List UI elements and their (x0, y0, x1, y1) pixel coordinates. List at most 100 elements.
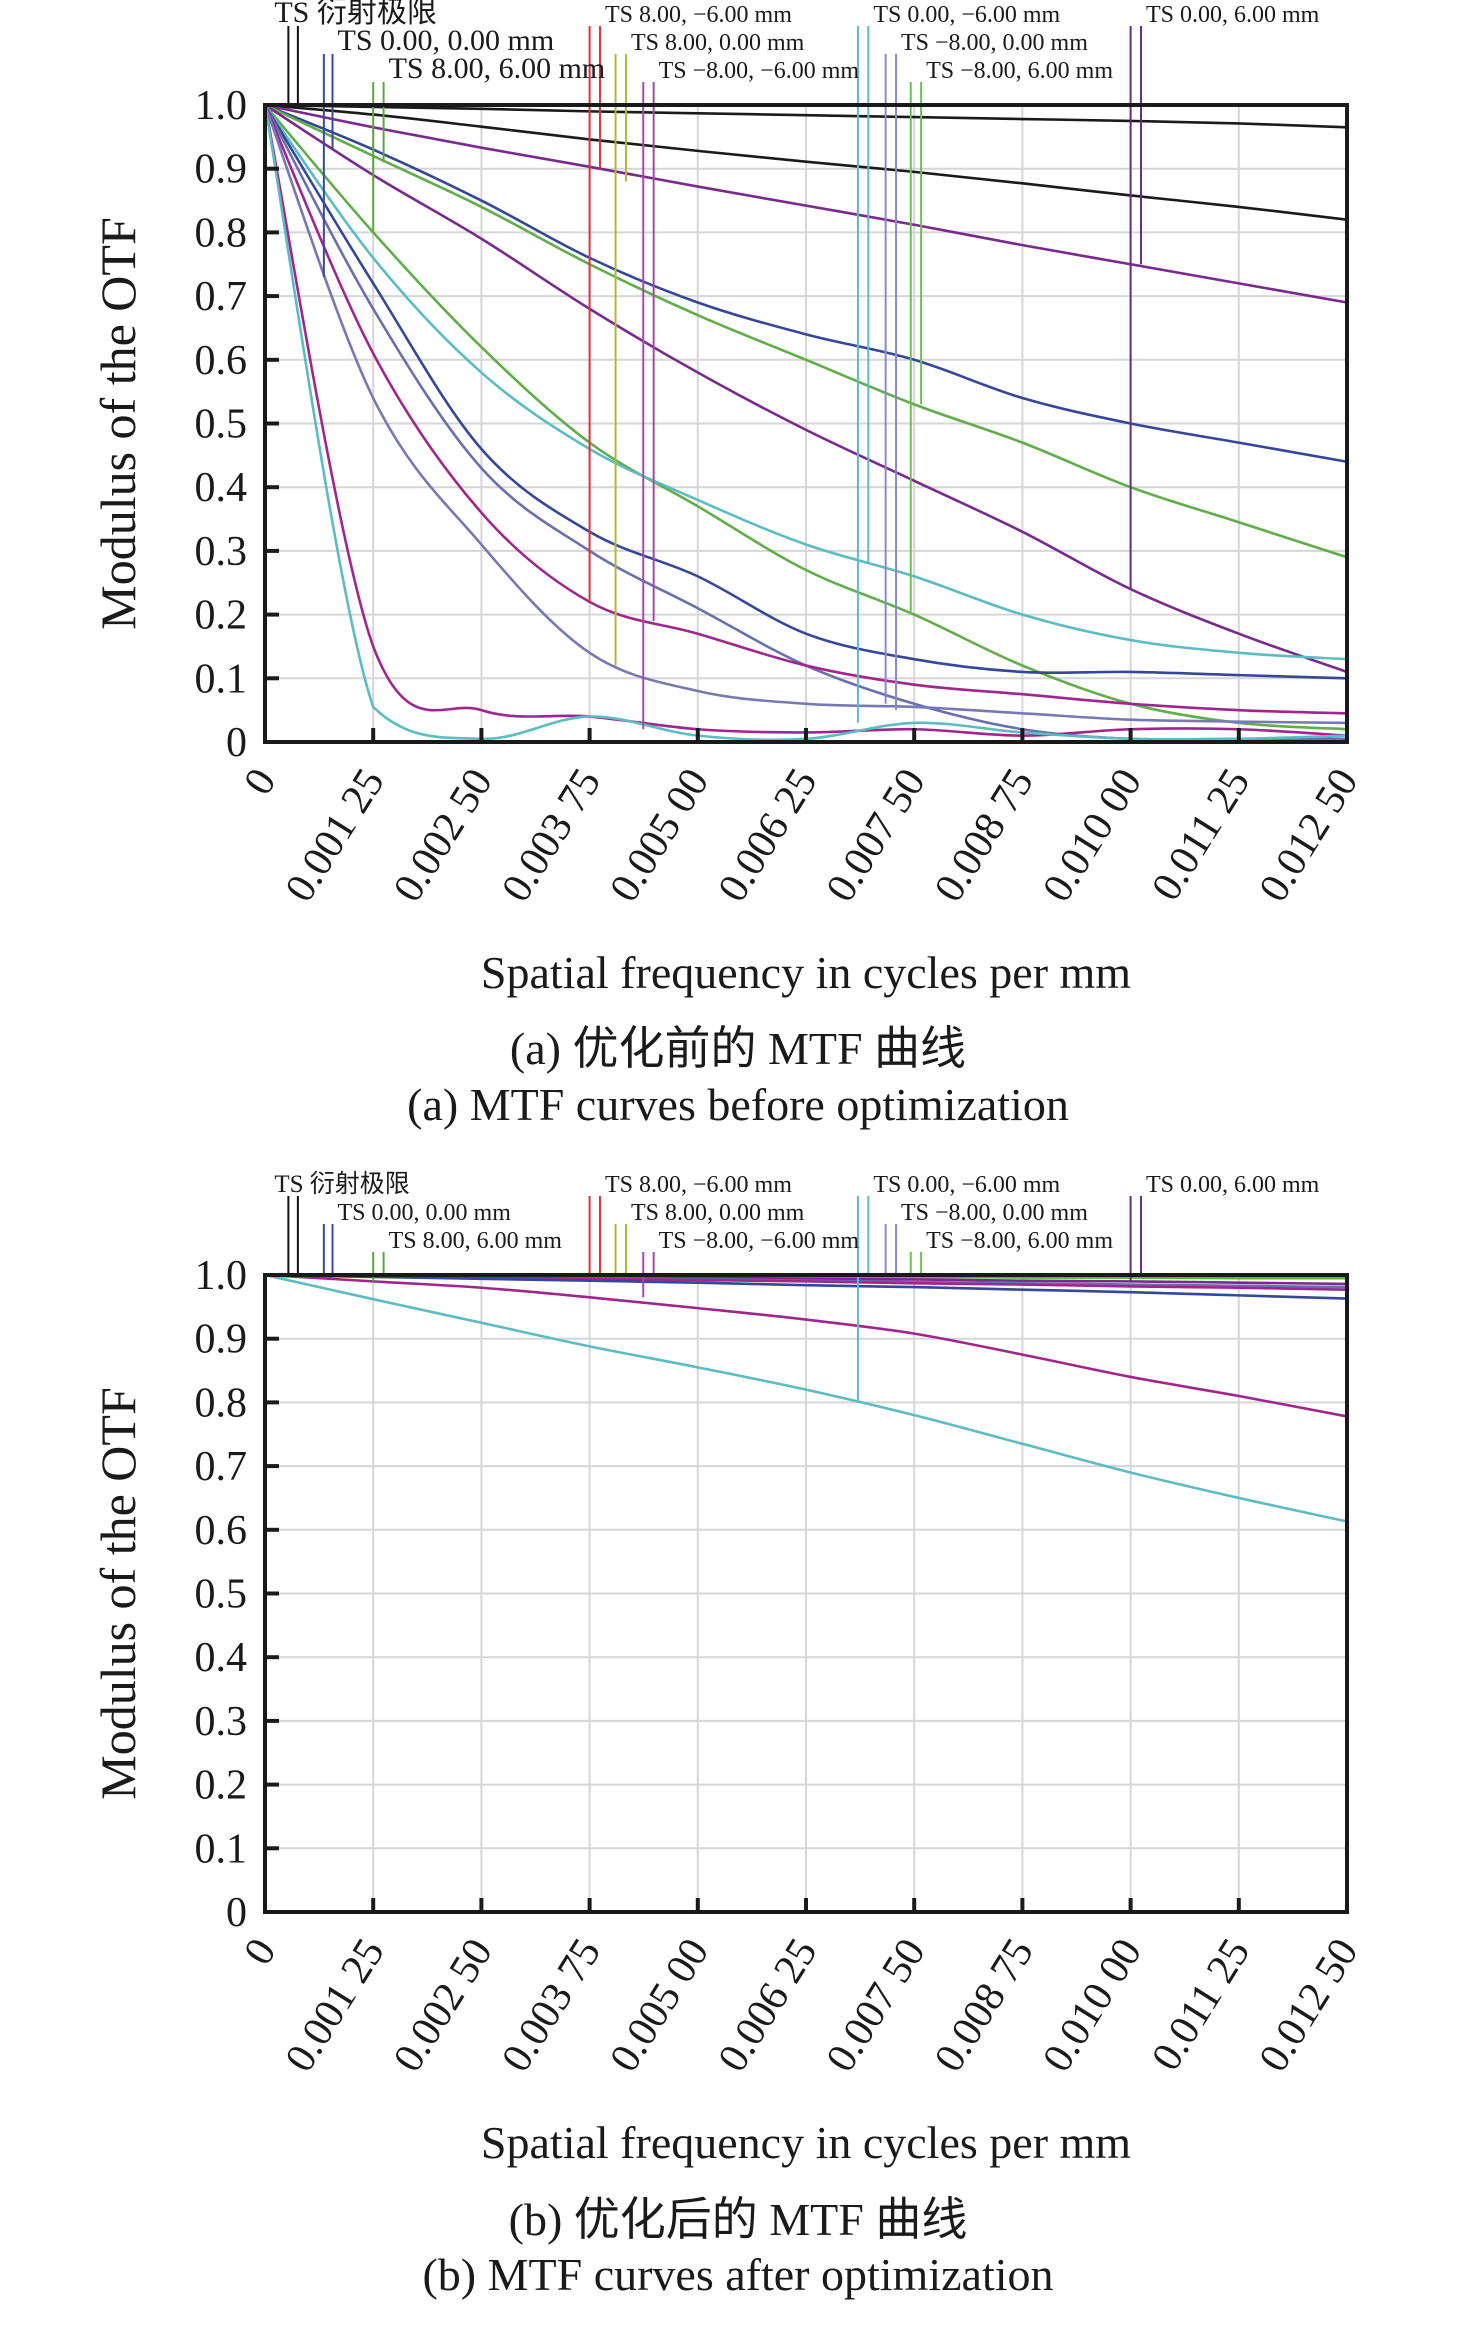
legend-marker-lines (287, 1196, 1142, 1403)
series-line (264, 103, 1348, 559)
legend-label: TS 8.00, 0.00 mm (631, 30, 805, 56)
legend-label: TS −8.00, 6.00 mm (926, 58, 1113, 84)
x-tick-label: 0.005 00 (601, 1931, 718, 2080)
y-tick-label: 0.4 (195, 465, 248, 511)
x-tick-label: 0.008 75 (926, 1931, 1043, 2080)
x-tick-label: 0.003 75 (493, 761, 610, 910)
legend-label: TS 0.00, −6.00 mm (873, 1172, 1060, 1198)
x-tick-label: 0.012 50 (1251, 1931, 1368, 2080)
x-tick-label: 0.001 25 (277, 761, 394, 910)
legend-label: TS 衍射极限 (274, 1170, 409, 1198)
x-tick-label: 0.012 50 (1251, 761, 1368, 910)
series-line (263, 104, 1348, 725)
y-tick-label: 0.7 (195, 274, 248, 320)
x-tick-label: 0 (235, 761, 285, 803)
x-tick-label: 0.010 00 (1034, 1931, 1151, 2080)
y-tick-label: 0.4 (195, 1635, 248, 1681)
series-line (264, 103, 1348, 464)
legend-label: TS −8.00, −6.00 mm (659, 1228, 860, 1254)
legend-label: TS 0.00, 6.00 mm (1146, 1172, 1320, 1198)
legend-label: TS 8.00, −6.00 mm (605, 1172, 792, 1198)
x-axis-title: Spatial frequency in cycles per mm (481, 2117, 1131, 2168)
y-tick-label: 0.8 (195, 210, 248, 256)
x-tick-label: 0.008 75 (926, 761, 1043, 910)
legend-label: TS 0.00, 0.00 mm (338, 1200, 512, 1226)
series-line (263, 104, 1348, 742)
x-tick-label: 0.005 00 (601, 761, 718, 910)
series-line (264, 1273, 1348, 1300)
x-tick-label: 0.010 00 (1034, 761, 1151, 910)
caption-en-after: (b) MTF curves after optimization (422, 2249, 1054, 2300)
x-tick-label: 0.006 25 (710, 761, 827, 910)
series-line (264, 103, 1348, 304)
series-line (264, 104, 1348, 731)
series-line (263, 104, 1348, 680)
y-tick-label: 0.9 (195, 147, 248, 193)
x-tick-label: 0.006 25 (710, 1931, 827, 2080)
y-tick-label: 0.7 (195, 1444, 248, 1490)
y-axis: 0 0.1 0.2 0.3 0.4 0.5 0.6 0.7 0.8 0.9 1.0 (195, 83, 279, 766)
series-line (264, 103, 1348, 674)
y-tick-label: 0 (226, 1890, 247, 1936)
y-tick-label: 0.1 (195, 656, 248, 702)
y-tick-label: 1.0 (195, 83, 248, 129)
series-line (263, 104, 1348, 661)
series-line (264, 103, 1348, 129)
y-tick-label: 0.5 (195, 1572, 248, 1618)
legend-label: TS 8.00, 6.00 mm (389, 1228, 563, 1254)
legend-label: TS 0.00, 6.00 mm (1146, 2, 1320, 28)
series-group (263, 103, 1348, 742)
legend-label: TS −8.00, 6.00 mm (926, 1228, 1113, 1254)
legend-label: TS 衍射极限 (274, 0, 437, 29)
x-tick-label: 0.001 25 (277, 1931, 394, 2080)
y-tick-label: 0.1 (195, 1826, 248, 1872)
legend-label: TS 0.00, −6.00 mm (873, 2, 1060, 28)
x-tick-label: 0.007 50 (818, 1931, 935, 2080)
series-line (264, 1273, 1348, 1523)
x-tick-label: 0 (235, 1931, 285, 1973)
y-tick-label: 0.3 (195, 529, 248, 575)
legend-label: TS −8.00, −6.00 mm (659, 58, 860, 84)
y-axis: 0 0.1 0.2 0.3 0.4 0.5 0.6 0.7 0.8 0.9 1.0 (195, 1253, 279, 1936)
x-tick-label: 0.011 25 (1143, 1931, 1259, 2079)
x-tick-label: 0.007 50 (818, 761, 935, 910)
legend-label: TS 8.00, 6.00 mm (389, 52, 606, 85)
x-axis: 00.001 250.002 500.003 750.005 000.006 2… (235, 728, 1367, 910)
legend-marker-lines (287, 26, 1142, 730)
y-tick-label: 0 (226, 720, 247, 766)
y-axis-title: Modulus of the OTF (90, 217, 146, 630)
y-axis-title: Modulus of the OTF (90, 1387, 146, 1800)
x-axis-title: Spatial frequency in cycles per mm (481, 947, 1131, 998)
x-tick-label: 0.002 50 (385, 1931, 502, 2080)
legend-label: TS −8.00, 0.00 mm (901, 30, 1088, 56)
y-tick-label: 0.9 (195, 1317, 248, 1363)
legend-label: TS 8.00, 0.00 mm (631, 1200, 805, 1226)
series-line (264, 103, 1348, 221)
caption-cn-before: (a) 优化前的 MTF 曲线 (509, 1023, 967, 1074)
x-tick-label: 0.011 25 (1143, 761, 1259, 909)
series-line (264, 1273, 1348, 1418)
caption-en-before: (a) MTF curves before optimization (407, 1079, 1069, 1130)
y-tick-label: 0.6 (195, 338, 248, 384)
x-tick-label: 0.003 75 (493, 1931, 610, 2080)
series-line (263, 104, 1348, 737)
x-axis: 00.001 250.002 500.003 750.005 000.006 2… (235, 1898, 1367, 2080)
series-line (263, 104, 1348, 715)
y-tick-label: 0.2 (195, 1763, 248, 1809)
y-tick-label: 0.6 (195, 1508, 248, 1554)
y-tick-label: 1.0 (195, 1253, 248, 1299)
legend-label: TS 0.00, 0.00 mm (338, 24, 555, 57)
x-tick-label: 0.002 50 (385, 761, 502, 910)
y-tick-label: 0.3 (195, 1699, 248, 1745)
legend-label: TS −8.00, 0.00 mm (901, 1200, 1088, 1226)
legend-label: TS 8.00, −6.00 mm (605, 2, 792, 28)
y-tick-label: 0.5 (195, 402, 248, 448)
gridlines (265, 105, 1347, 742)
y-tick-label: 0.8 (195, 1380, 248, 1426)
gridlines (265, 1275, 1347, 1912)
caption-cn-after: (b) 优化后的 MTF 曲线 (508, 2194, 968, 2245)
